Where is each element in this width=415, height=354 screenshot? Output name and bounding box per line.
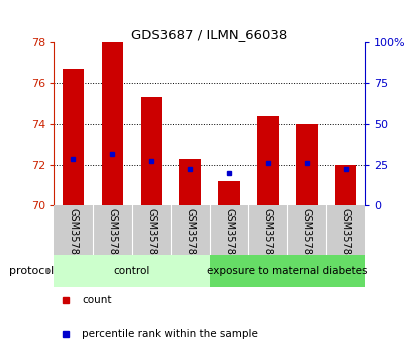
Bar — [102, 42, 123, 205]
Title: GDS3687 / ILMN_66038: GDS3687 / ILMN_66038 — [132, 28, 288, 41]
Text: GSM357835: GSM357835 — [341, 208, 351, 267]
Text: GSM357831: GSM357831 — [185, 208, 195, 267]
Text: exposure to maternal diabetes: exposure to maternal diabetes — [207, 266, 368, 276]
Text: GSM357832: GSM357832 — [224, 208, 234, 267]
Text: count: count — [82, 295, 112, 305]
Text: GSM357829: GSM357829 — [107, 208, 117, 267]
Text: protocol: protocol — [9, 266, 54, 276]
Bar — [179, 159, 201, 205]
Bar — [257, 116, 278, 205]
Text: GSM357833: GSM357833 — [263, 208, 273, 267]
Bar — [63, 69, 84, 205]
Bar — [296, 124, 317, 205]
Text: control: control — [114, 266, 150, 276]
Bar — [210, 255, 365, 287]
Bar — [335, 165, 356, 205]
Text: GSM357834: GSM357834 — [302, 208, 312, 267]
Text: GSM357828: GSM357828 — [68, 208, 78, 267]
Bar — [54, 255, 210, 287]
Bar — [218, 181, 240, 205]
Text: GSM357830: GSM357830 — [146, 208, 156, 267]
Text: percentile rank within the sample: percentile rank within the sample — [82, 329, 258, 339]
Bar — [141, 97, 162, 205]
